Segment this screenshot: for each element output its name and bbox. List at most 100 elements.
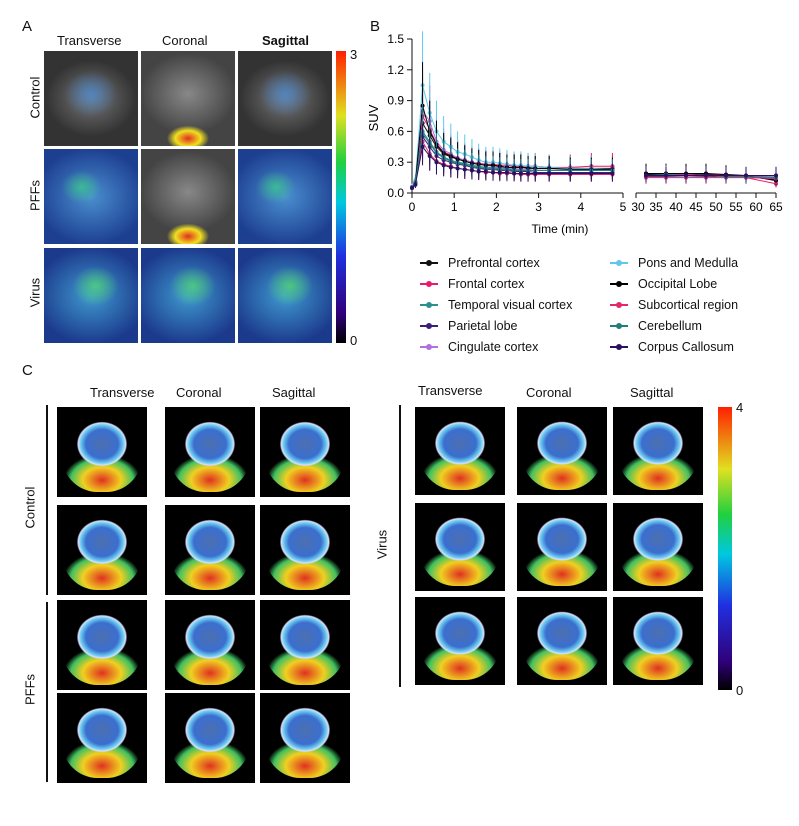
pet-ct-image-left-r4-c3 [260,693,350,783]
data-point [724,173,728,178]
legend-item: Prefrontal cortex [420,256,540,270]
data-point [704,173,708,178]
colorbar-c-max: 4 [736,400,744,415]
c-right-col-sagittal: Sagittal [630,385,674,400]
data-point [427,154,432,159]
c-group-label-pffs: PFFs [22,673,38,706]
legend-item: Occipital Lobe [610,277,717,291]
pet-image-pffs-transverse [43,148,139,245]
series-line [411,135,613,189]
data-point [483,169,488,174]
legend-item: Frontal cortex [420,277,524,291]
pet-ct-image-left-r4-c1 [57,693,147,783]
c-group-label-control: Control [22,486,38,529]
pet-image-control-transverse [43,50,139,147]
pet-ct-image-left-r1-c1 [57,407,147,497]
pet-ct-image-right-r3-c2 [517,597,607,685]
pet-ct-image-right-r1-c1 [415,407,505,495]
y-axis-label: SUV [366,104,381,131]
pet-ct-image-left-r1-c2 [165,407,255,497]
y-tick-label: 1.5 [387,32,404,46]
legend-item: Corpus Callosum [610,340,734,354]
data-point [434,160,439,165]
x-tick-label: 0 [409,200,416,214]
legend-item: Parietal lobe [420,319,518,333]
data-point [441,163,446,168]
legend-marker-icon [420,344,438,350]
x-tick-label: 60 [749,200,763,214]
data-point [455,166,460,171]
data-point [420,144,425,149]
x-tick-label: 35 [649,200,663,214]
data-point [518,171,523,176]
pet-image-pffs-sagittal [237,148,333,245]
data-point [568,171,573,176]
pet-image-pffs-coronal [140,148,236,245]
legend-marker-icon [610,344,628,350]
x-tick-label: 1 [451,200,458,214]
data-point [469,168,474,173]
x-tick-label: 2 [493,200,500,214]
c-group-label-virus: Virus [374,529,390,560]
series-corpus-callosum [410,123,778,190]
x-tick-label: 40 [669,200,683,214]
pet-ct-image-right-r3-c1 [415,597,505,685]
pet-image-control-sagittal [237,50,333,147]
row-label-virus: Virus [27,277,43,308]
group-bracket-control [46,405,48,595]
y-tick-label: 0.3 [387,155,404,169]
pet-image-control-coronal [140,50,236,147]
c-right-col-transverse: Transverse [418,383,483,398]
legend-marker-icon [420,323,438,329]
x-tick-label: 50 [709,200,723,214]
pet-ct-image-left-r2-c1 [57,505,147,595]
colorbar-a [336,51,346,343]
data-point [476,169,481,174]
legend-marker-icon [420,260,438,266]
x-tick-label: 30 [631,200,645,214]
pet-ct-image-left-r3-c2 [165,600,255,690]
legend-marker-icon [420,302,438,308]
pet-image-virus-transverse [43,247,139,344]
c-right-col-coronal: Coronal [526,385,572,400]
pet-ct-image-right-r3-c3 [613,597,703,685]
panel-label-c: C [22,362,33,379]
x-tick-label: 4 [577,200,584,214]
x-axis-label: Time (min) [532,222,589,236]
pet-image-virus-sagittal [237,247,333,344]
legend-marker-icon [610,281,628,287]
data-point [533,171,538,176]
suv-time-chart: 0.00.30.60.91.21.50 1 2 3 4 5 30 35 40 45 50 55 60 65… [366,31,783,236]
pet-ct-image-right-r2-c1 [415,503,505,591]
c-left-col-sagittal: Sagittal [272,385,316,400]
data-point [664,173,668,178]
x-tick-label: 55 [729,200,743,214]
data-point [413,182,418,187]
y-tick-label: 1.2 [387,63,404,77]
x-tick-label: 65 [769,200,783,214]
y-tick-label: 0.6 [387,124,404,138]
legend-label: Pons and Medulla [638,256,739,270]
legend-label: Subcortical region [638,298,739,312]
pet-ct-image-left-r3-c3 [260,600,350,690]
data-point [644,173,648,178]
pet-ct-image-left-r2-c2 [165,505,255,595]
legend-marker-icon [420,281,438,287]
panel-label-b: B [370,18,381,35]
legend-marker-icon [610,302,628,308]
data-point [410,185,414,190]
legend-item: Cingulate cortex [420,340,538,354]
c-left-col-transverse: Transverse [90,385,155,400]
group-bracket-pffs [46,602,48,782]
data-point [526,171,531,176]
legend-label: Cingulate cortex [448,340,539,354]
data-point [589,171,594,176]
legend-marker-icon [610,260,628,266]
data-point [491,170,496,175]
x-tick-label: 45 [689,200,703,214]
legend-label: Frontal cortex [448,277,525,291]
legend-label: Corpus Callosum [638,340,734,354]
pet-ct-image-left-r1-c3 [260,407,350,497]
legend-label: Cerebellum [638,319,702,333]
